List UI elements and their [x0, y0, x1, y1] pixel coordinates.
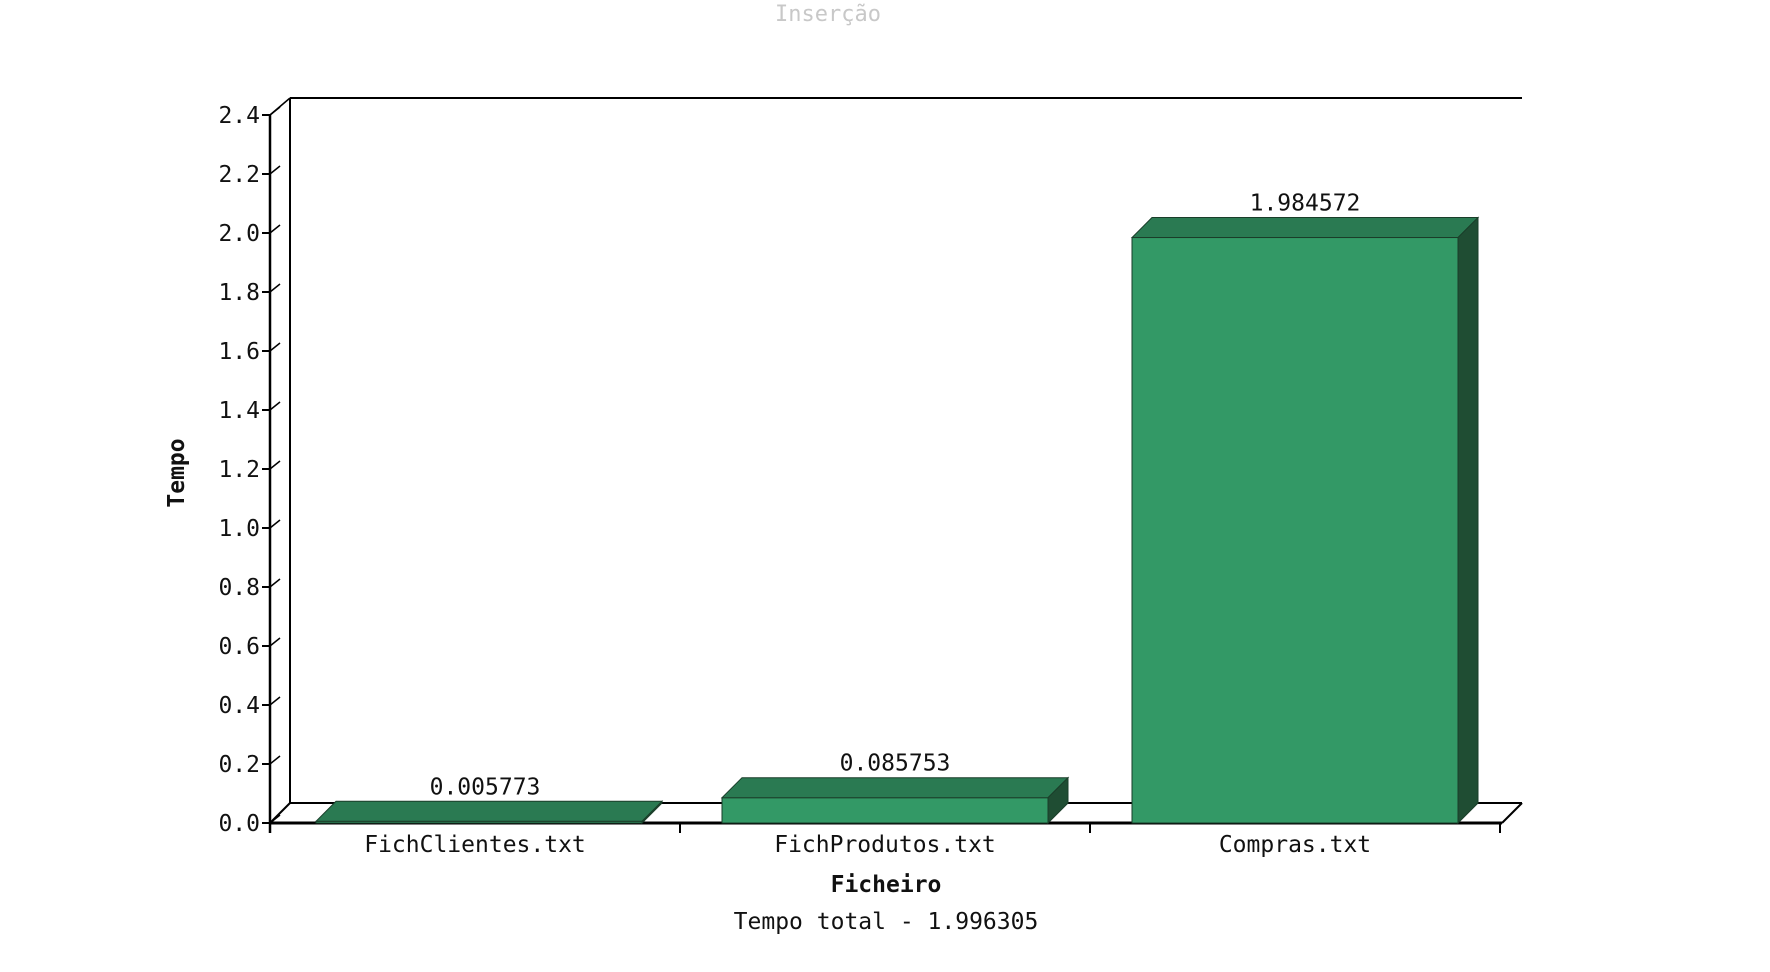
y-tick-depth [269, 165, 281, 175]
x-category-label: FichProdutos.txt [774, 832, 996, 858]
y-tick-depth [269, 283, 281, 293]
x-category-label: Compras.txt [1219, 832, 1371, 858]
bar-value-label: 0.085753 [840, 751, 951, 777]
bars: 0.005773 0.085753 1.984572 [314, 191, 1480, 825]
y-tick-label: 2.2 [218, 162, 260, 188]
y-tick-label: 0.2 [218, 752, 260, 778]
y-tick-label: 1.2 [218, 457, 260, 483]
y-tick-label: 0.8 [218, 575, 260, 601]
y-tick-depth [269, 814, 281, 824]
y-tick-depth [269, 342, 281, 352]
y-tick-depth [269, 460, 281, 470]
y-tick-label: 2.4 [218, 103, 260, 129]
y-tick-label: 0.6 [218, 634, 260, 660]
y-tick-label: 0.0 [218, 811, 260, 837]
x-category-label: FichClientes.txt [364, 832, 586, 858]
x-axis-labels: FichClientes.txt FichProdutos.txt Compras.… [269, 823, 1501, 858]
bar-side [1457, 216, 1479, 825]
floor-right-edge [1501, 802, 1523, 824]
bar-top [314, 800, 664, 822]
bar-side [1047, 776, 1069, 825]
y-tick-depth [269, 224, 281, 234]
chart-title: Inserção [775, 2, 881, 27]
y-axis-title: Tempo [164, 438, 190, 507]
bar-front [721, 797, 1049, 824]
bar-top [720, 777, 1070, 799]
y-tick-depth [269, 696, 281, 706]
bar-group: 1.984572 [1130, 191, 1480, 825]
bar-group: 0.085753 [720, 751, 1070, 825]
bar-side [641, 800, 663, 825]
y-tick-label: 0.4 [218, 693, 260, 719]
bar-value-label: 1.984572 [1250, 191, 1361, 217]
y-tick-label: 1.8 [218, 280, 260, 306]
y-axis-ticks: 0.0 0.2 0.4 0.6 0.8 1.0 1.2 1.4 1.6 1.8 2.0 2.2 2.4 [218, 103, 281, 837]
y-tick-depth [269, 637, 281, 647]
y-tick-depth [269, 755, 281, 765]
y-tick-label: 1.6 [218, 339, 260, 365]
y-tick-depth [269, 519, 281, 529]
y-tick-depth [269, 578, 281, 588]
bar-value-label: 0.005773 [430, 774, 541, 800]
bar-top [1130, 217, 1480, 239]
y-tick-label: 1.4 [218, 398, 260, 424]
bar-front [1131, 237, 1459, 824]
y-tick-depth [269, 401, 281, 411]
y-tick-label: 1.0 [218, 516, 260, 542]
x-axis-title: Ficheiro [831, 872, 942, 898]
y-tick-label: 2.0 [218, 221, 260, 247]
bar-group: 0.005773 [314, 774, 664, 825]
total-time-note: Tempo total - 1.996305 [734, 909, 1039, 935]
y-tick-depth [269, 106, 281, 116]
